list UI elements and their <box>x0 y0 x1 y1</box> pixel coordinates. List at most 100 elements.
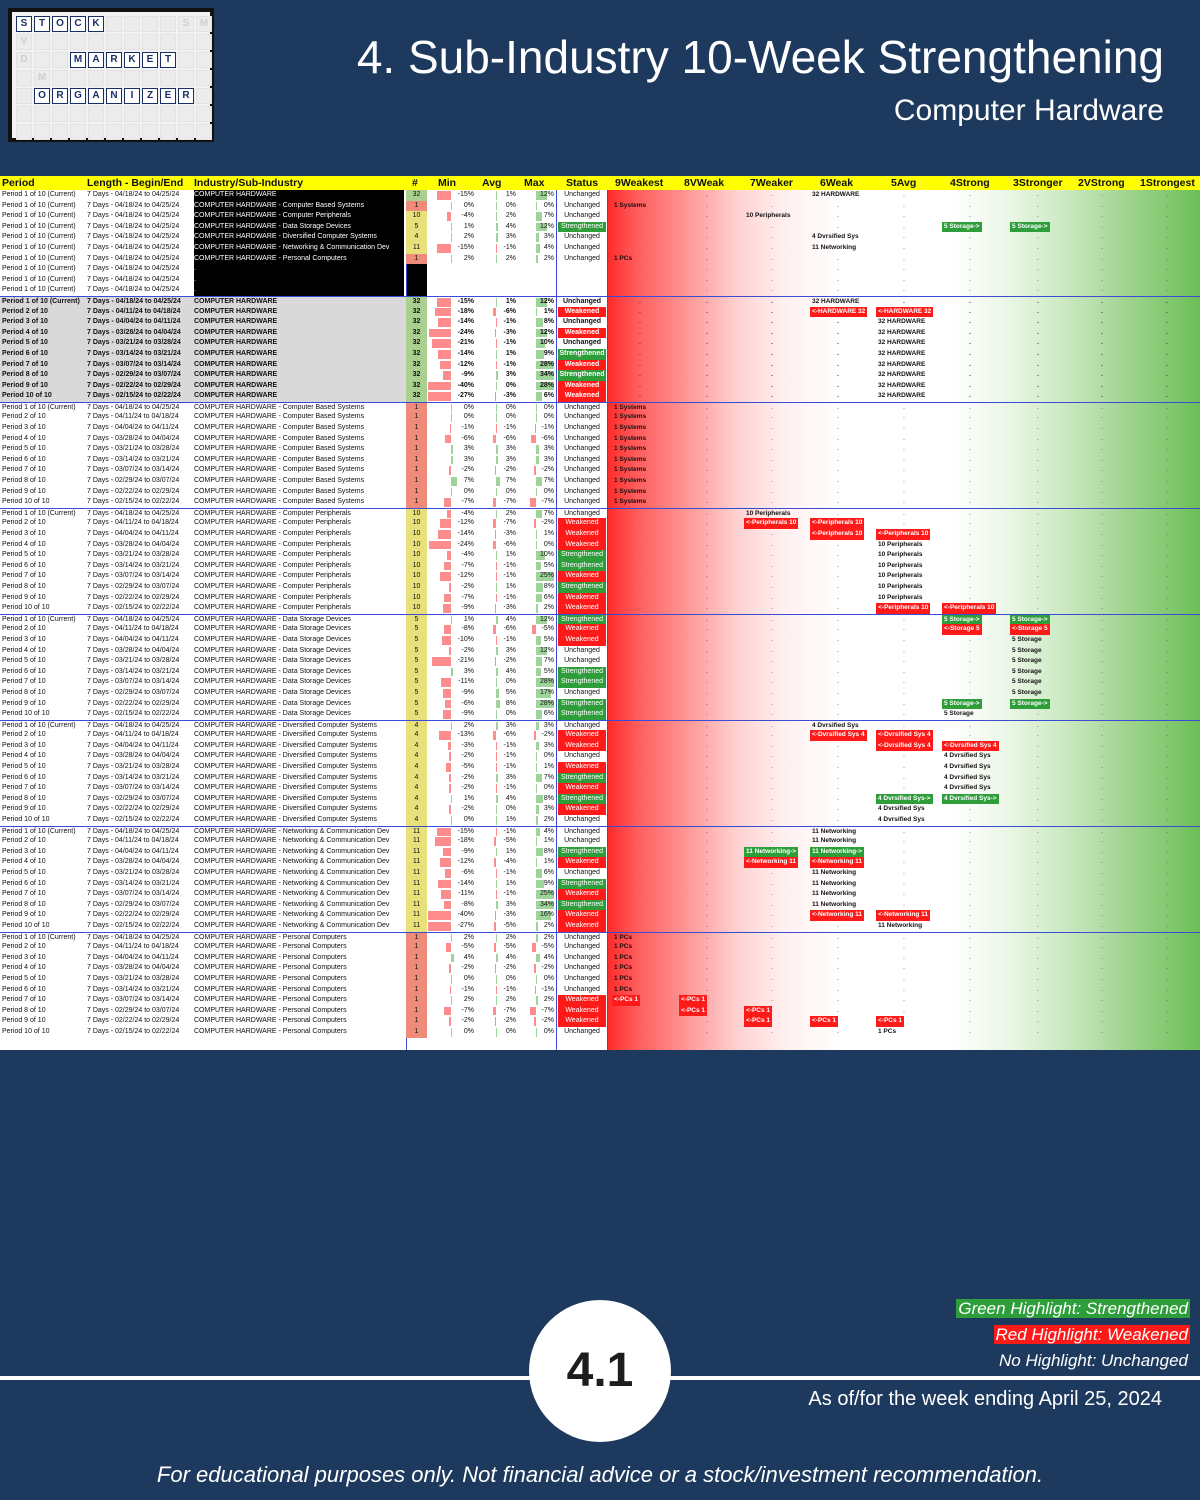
bucket-empty-dot: . <box>1166 582 1168 590</box>
bucket-empty-dot: . <box>1037 307 1039 315</box>
cell-max: 5% <box>543 635 554 643</box>
cell-industry: COMPUTER HARDWARE - Data Storage Devices <box>194 667 351 675</box>
bucket-empty-dot: . <box>706 349 708 357</box>
cell-length: 7 Days - 02/15/24 to 02/22/24 <box>87 710 180 718</box>
bucket-empty-dot: . <box>1037 265 1039 273</box>
cell-status: Unchanged <box>564 487 600 495</box>
cell-max: 2% <box>543 816 554 824</box>
cell-count: 4 <box>406 783 427 794</box>
data-bar <box>496 678 497 687</box>
bucket-empty-dot: . <box>969 805 971 813</box>
logo-tile <box>70 70 86 86</box>
cell-length: 7 Days - 04/18/24 to 04/25/24 <box>87 509 180 517</box>
bucket-empty-dot: . <box>1101 911 1103 919</box>
cell-min: 3% <box>463 445 474 453</box>
bucket-empty-dot: . <box>903 964 905 972</box>
cell-period: Period 9 of 10 <box>2 1017 46 1025</box>
bucket-empty-dot: . <box>1101 625 1103 633</box>
table-row: Period 6 of 10 7 Days - 03/14/24 to 03/21… <box>0 772 1200 784</box>
bucket-empty-dot: . <box>969 445 971 453</box>
table-row: Period 3 of 10 7 Days - 04/04/24 to 04/11… <box>0 423 1200 434</box>
cell-length: 7 Days - 02/22/24 to 02/29/24 <box>87 487 180 495</box>
cell-industry: COMPUTER HARDWARE - Data Storage Devices <box>194 678 351 686</box>
bucket-empty-dot: . <box>1166 858 1168 866</box>
bucket-empty-dot: . <box>771 805 773 813</box>
cell-status: Unchanged <box>564 964 600 972</box>
bucket-empty-dot: . <box>706 551 708 559</box>
bucket-empty-dot: . <box>639 816 641 824</box>
bucket-empty-dot: . <box>706 805 708 813</box>
bucket-empty-dot: . <box>1037 530 1039 537</box>
disclaimer: For educational purposes only. Not finan… <box>156 1462 1044 1487</box>
bucket-empty-dot: . <box>837 794 839 802</box>
bucket-empty-dot: . <box>771 741 773 749</box>
bucket-empty-dot: . <box>1101 212 1103 220</box>
column-header: 5Avg <box>891 177 917 189</box>
bucket-empty-dot: . <box>771 996 773 1004</box>
bucket-empty-dot: . <box>969 678 971 686</box>
cell-min: -2% <box>461 773 474 781</box>
cell-max: 6% <box>543 593 554 601</box>
cell-count: 32 <box>406 296 427 308</box>
cell-status: Unchanged <box>564 424 600 432</box>
bucket-empty-dot: . <box>1037 582 1039 590</box>
bucket-empty-dot: . <box>969 1027 971 1035</box>
data-bar <box>492 498 496 507</box>
bucket-label: 5 Storage <box>1012 635 1042 643</box>
bucket-empty-dot: . <box>1166 933 1168 941</box>
bucket-empty-dot: . <box>771 964 773 972</box>
data-bar <box>495 339 497 348</box>
table-row: Period 1 of 10 (Current) 7 Days - 04/18/2… <box>0 401 1200 414</box>
cell-status: Weakened <box>558 571 606 582</box>
cell-count: 5 <box>406 634 427 646</box>
logo-tile <box>16 70 32 86</box>
cell-industry: COMPUTER HARDWARE - Networking & Communi… <box>194 890 390 898</box>
data-bar <box>536 784 538 793</box>
cell-length: 7 Days - 04/04/24 to 04/11/24 <box>87 530 179 537</box>
data-bar <box>496 699 500 709</box>
bucket-empty-dot: . <box>706 434 708 442</box>
cell-avg: 2% <box>505 212 516 220</box>
cell-count: 10 <box>406 518 427 529</box>
bucket-empty-dot: . <box>969 900 971 908</box>
table-row: Period 7 of 10 7 Days - 03/07/24 to 03/14… <box>0 359 1200 371</box>
cell-period: Period 8 of 10 <box>2 794 46 802</box>
cell-count: 1 <box>406 984 427 996</box>
cell-period: Period 6 of 10 <box>2 561 46 569</box>
cell-period: Period 7 of 10 <box>2 784 46 792</box>
bucket-empty-dot: . <box>771 318 773 326</box>
bucket-empty-dot: . <box>1166 318 1168 326</box>
bucket-empty-dot: . <box>903 646 905 654</box>
bucket-empty-dot: . <box>771 615 773 623</box>
data-bar <box>450 403 452 413</box>
data-bar <box>427 921 451 931</box>
cell-avg: 0% <box>505 487 516 495</box>
logo-tile <box>178 70 194 86</box>
cell-max: 8% <box>543 582 554 590</box>
bucket-empty-dot: . <box>639 678 641 686</box>
bucket-empty-dot: . <box>1101 773 1103 781</box>
bucket-empty-dot: . <box>706 635 708 643</box>
cell-count: 32 <box>406 380 427 392</box>
cell-avg: 0% <box>505 1027 516 1035</box>
logo-tile <box>106 16 122 32</box>
bucket-empty-dot: . <box>837 615 839 623</box>
bucket-label: <-Networking 11 <box>810 857 865 868</box>
data-bar <box>440 890 451 899</box>
bucket-empty-dot: . <box>639 275 641 283</box>
bucket-empty-dot: . <box>639 741 641 749</box>
bucket-empty-dot: . <box>639 593 641 601</box>
table-row: Period 4 of 10 7 Days - 03/28/24 to 04/04… <box>0 963 1200 974</box>
bucket-empty-dot: . <box>1101 509 1103 517</box>
bucket-empty-dot: . <box>706 784 708 792</box>
data-bar <box>536 869 542 878</box>
bucket-empty-dot: . <box>1166 572 1168 580</box>
logo-tile <box>124 124 140 140</box>
bucket-empty-dot: . <box>969 318 971 326</box>
table-row: Period 8 of 10 7 Days - 02/29/24 to 03/07… <box>0 687 1200 699</box>
data-bar <box>496 879 497 889</box>
bucket-empty-dot: . <box>639 339 641 347</box>
table-row: Period 10 of 10 7 Days - 02/15/24 to 02/2… <box>0 815 1200 826</box>
cell-status: Unchanged <box>564 943 600 951</box>
bucket-empty-dot: . <box>639 360 641 368</box>
